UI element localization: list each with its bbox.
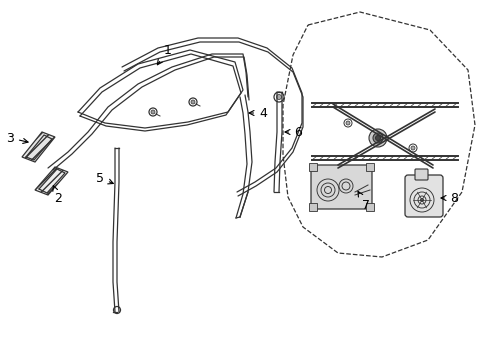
Circle shape	[189, 98, 197, 106]
Bar	[366, 163, 374, 171]
Text: 7: 7	[358, 192, 370, 212]
Text: 1: 1	[157, 44, 172, 65]
FancyBboxPatch shape	[405, 175, 443, 217]
Text: 5: 5	[96, 171, 113, 185]
Circle shape	[344, 119, 352, 127]
Text: 4: 4	[249, 107, 267, 120]
Circle shape	[409, 144, 417, 152]
Circle shape	[114, 306, 121, 314]
Circle shape	[151, 110, 155, 114]
Circle shape	[149, 108, 157, 116]
Circle shape	[375, 135, 381, 140]
Bar	[309, 203, 317, 211]
Circle shape	[346, 121, 350, 125]
FancyBboxPatch shape	[311, 165, 372, 209]
Circle shape	[369, 129, 387, 147]
Polygon shape	[35, 167, 68, 195]
Text: 2: 2	[53, 186, 62, 204]
Circle shape	[274, 92, 284, 102]
Circle shape	[373, 133, 383, 143]
Circle shape	[411, 146, 415, 150]
Text: 6: 6	[285, 126, 302, 139]
Circle shape	[276, 95, 281, 99]
FancyBboxPatch shape	[415, 169, 428, 180]
Polygon shape	[22, 132, 55, 162]
Circle shape	[191, 100, 195, 104]
Text: 8: 8	[441, 192, 458, 204]
Bar	[309, 163, 317, 171]
Bar	[366, 203, 374, 211]
Text: 3: 3	[6, 131, 28, 144]
